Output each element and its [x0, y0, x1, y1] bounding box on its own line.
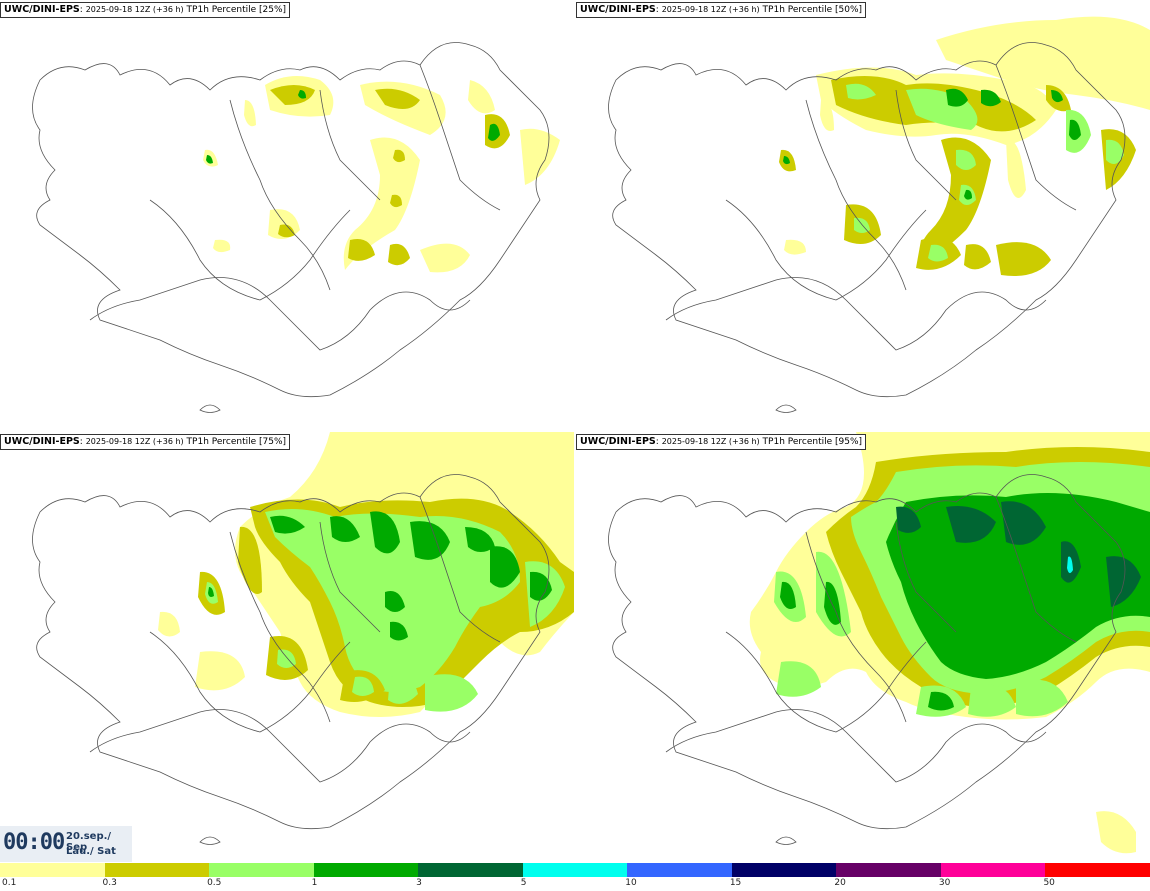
panel-title: UWC/DINI-EPS: 2025-09-18 12Z (+36 h) TP1…	[0, 434, 291, 450]
valid-time: 00:00	[3, 830, 65, 855]
panel-title: UWC/DINI-EPS: 2025-09-18 12Z (+36 h) TP1…	[0, 2, 291, 18]
legend-swatch	[940, 863, 1046, 877]
valid-day: Lau./ Sat	[66, 846, 116, 857]
run-label: 2025-09-18 12Z (+36 h)	[661, 5, 760, 14]
precip-map-p95	[608, 432, 1150, 854]
map-panel-p25: UWC/DINI-EPS: 2025-09-18 12Z (+36 h) TP1…	[0, 0, 574, 430]
legend-swatch	[836, 863, 941, 877]
legend-label: 15	[729, 878, 742, 888]
run-label: 2025-09-18 12Z (+36 h)	[661, 437, 760, 446]
precip-fields	[203, 76, 560, 273]
legend-label: 5	[520, 878, 527, 888]
run-label: 2025-09-18 12Z (+36 h)	[85, 5, 184, 14]
run-label: 2025-09-18 12Z (+36 h)	[85, 437, 184, 446]
legend-swatch	[731, 863, 837, 877]
panel-title: UWC/DINI-EPS: 2025-09-18 12Z (+36 h) TP1…	[576, 2, 867, 18]
valid-time-box: 00:00 20.sep./ Sep Lau./ Sat	[0, 826, 132, 862]
legend-label: 1	[311, 878, 318, 888]
source-label: UWC/DINI-EPS	[4, 4, 80, 15]
coastline	[608, 42, 1126, 413]
color-legend: 0.1 0.3 0.5 1 3 5 10 15 20 30 50	[0, 862, 1150, 891]
source-label: UWC/DINI-EPS	[4, 436, 80, 447]
precip-map-p25	[32, 42, 560, 413]
valid-date: 20.sep./ Sep	[66, 831, 112, 853]
legend-label: 0.1	[2, 878, 17, 888]
precip-map-p75	[32, 432, 574, 845]
legend-swatch	[522, 863, 628, 877]
source-label: UWC/DINI-EPS	[580, 436, 656, 447]
legend-label: 3	[416, 878, 422, 888]
coastline	[608, 474, 1126, 845]
precip-fields	[749, 432, 1150, 854]
legend-colorbar	[0, 863, 1150, 877]
legend-label: 10	[625, 878, 637, 888]
variable-label: TP1h Percentile [75%]	[186, 437, 287, 447]
legend-tick-labels: 0.1 0.3 0.5 1 3 5 10 15 20 30 50	[0, 877, 1150, 891]
precip-map-p50	[608, 16, 1150, 413]
coastline	[32, 42, 550, 413]
legend-label: 30	[938, 878, 951, 888]
legend-swatch	[0, 863, 105, 877]
precip-fields	[779, 16, 1150, 276]
legend-swatch	[627, 863, 732, 877]
legend-label: 0.3	[102, 878, 117, 888]
variable-label: TP1h Percentile [95%]	[762, 437, 863, 447]
variable-label: TP1h Percentile [50%]	[762, 5, 863, 15]
legend-label: 50	[1043, 878, 1055, 888]
legend-swatch	[104, 863, 210, 877]
legend-swatch	[1045, 863, 1150, 877]
variable-label: TP1h Percentile [25%]	[186, 5, 287, 15]
precip-fields	[158, 432, 574, 717]
map-panel-p75: UWC/DINI-EPS: 2025-09-18 12Z (+36 h) TP1…	[0, 432, 574, 862]
legend-label: 20	[834, 878, 846, 888]
map-panel-p50: UWC/DINI-EPS: 2025-09-18 12Z (+36 h) TP1…	[576, 0, 1150, 430]
panel-title: UWC/DINI-EPS: 2025-09-18 12Z (+36 h) TP1…	[576, 434, 867, 450]
source-label: UWC/DINI-EPS	[580, 4, 656, 15]
coastline	[32, 474, 550, 845]
map-panel-p95: UWC/DINI-EPS: 2025-09-18 12Z (+36 h) TP1…	[576, 432, 1150, 862]
legend-swatch	[209, 863, 314, 877]
legend-swatch	[313, 863, 419, 877]
legend-label: 0.5	[207, 878, 222, 888]
legend-swatch	[418, 863, 523, 877]
